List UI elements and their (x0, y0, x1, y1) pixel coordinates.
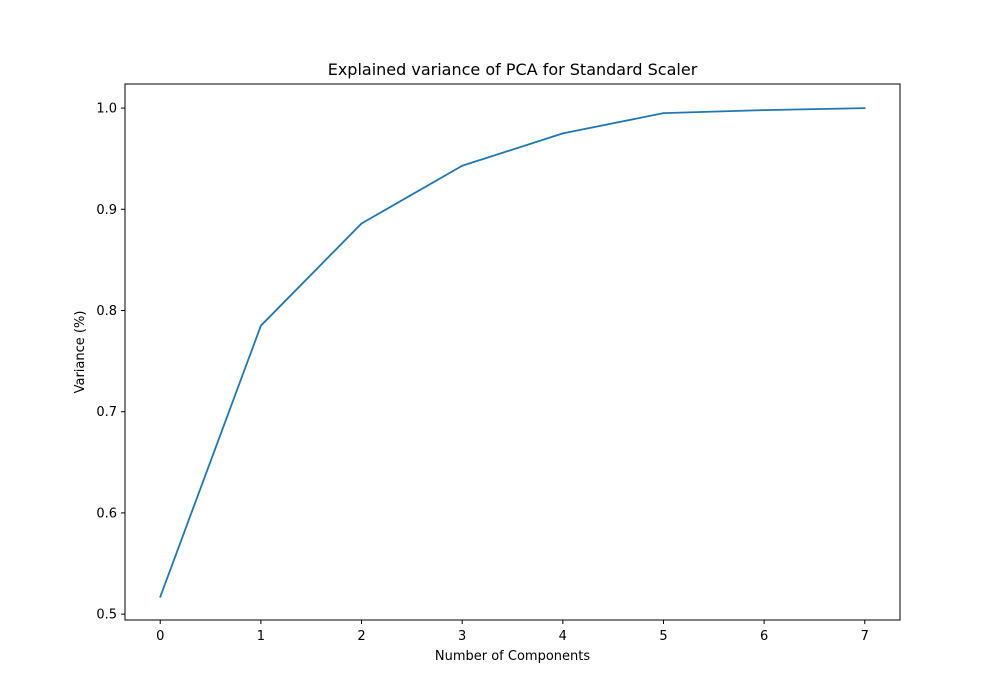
series-layer (159, 107, 866, 598)
y-tick-label: 0.7 (96, 405, 117, 420)
x-tick-label: 6 (760, 629, 768, 644)
x-axis-ticks: 0 1 2 3 4 5 6 7 (156, 620, 869, 644)
data-point (159, 596, 162, 598)
data-point (461, 164, 464, 167)
chart-title: Explained variance of PCA for Standard S… (328, 60, 698, 79)
x-tick-label: 5 (659, 629, 667, 644)
y-tick-label: 0.8 (96, 304, 117, 319)
data-point (763, 109, 766, 112)
y-tick-label: 0.5 (96, 608, 117, 623)
x-tick-label: 7 (861, 629, 869, 644)
data-point (259, 324, 262, 327)
x-axis-label: Number of Components (435, 649, 590, 664)
y-axis-label: Variance (%) (73, 311, 88, 394)
x-tick-label: 0 (156, 629, 164, 644)
series-line (159, 107, 865, 598)
x-tick-label: 1 (257, 629, 265, 644)
y-tick-label: 0.6 (96, 506, 117, 521)
data-point (561, 132, 564, 135)
x-tick-label: 2 (357, 629, 365, 644)
y-tick-label: 1.0 (96, 102, 117, 117)
y-axis-ticks: 0.5 0.6 0.7 0.8 0.9 1.0 (96, 102, 125, 623)
y-tick-label: 0.9 (96, 203, 117, 218)
x-tick-label: 4 (559, 629, 567, 644)
data-point (662, 112, 665, 115)
data-point (863, 107, 866, 109)
data-point (360, 222, 363, 225)
plot-area-frame (124, 83, 901, 621)
x-tick-label: 3 (458, 629, 466, 644)
